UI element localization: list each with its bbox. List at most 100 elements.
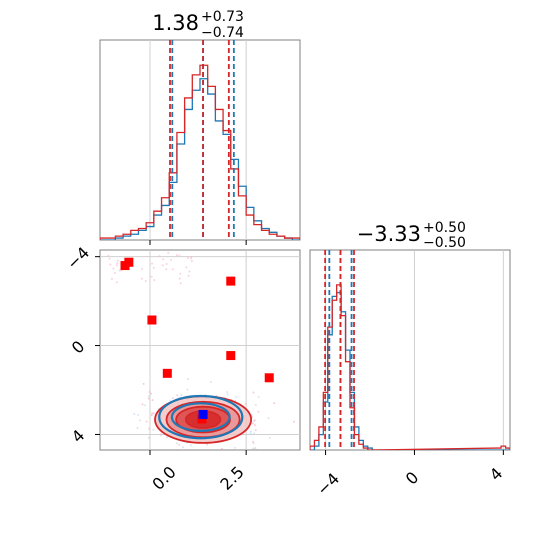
joint-sample-point	[152, 428, 155, 431]
joint-sample-point	[252, 391, 255, 394]
joint-red-marker	[264, 373, 274, 383]
joint-sample-point	[167, 251, 170, 254]
joint-sample-point	[254, 403, 257, 406]
joint-sample-point	[209, 380, 212, 383]
joint-ytick-label: 0	[68, 337, 89, 358]
marginal-y-frame	[309, 249, 511, 451]
marginal-y-xtick-label: 0	[402, 468, 423, 489]
joint-sample-point	[175, 254, 178, 257]
joint-sample-point	[116, 259, 119, 262]
joint-sample-point	[140, 267, 143, 270]
marginal-x-histogram-blue	[100, 78, 300, 240]
joint-red-marker	[226, 276, 236, 286]
joint-sample-point	[147, 397, 150, 400]
joint-sample-point	[148, 390, 151, 393]
joint-xtick-label: 2.5	[216, 462, 247, 493]
marginal-y-title-value: −3.33	[357, 222, 421, 246]
joint-sample-point	[118, 269, 121, 272]
joint-sample-point	[257, 396, 260, 399]
joint-sample-point	[253, 419, 256, 422]
joint-sample-point	[147, 436, 150, 439]
joint-sample-point	[293, 420, 296, 423]
joint-sample-point	[268, 436, 271, 439]
joint-sample-point	[267, 417, 270, 420]
joint-sample-point	[171, 397, 174, 400]
joint-sample-point	[166, 436, 169, 439]
marginal-y-quantiles	[324, 250, 355, 450]
marginal-x-panel: 1.38 +0.73 −0.74	[99, 9, 301, 245]
marginal-x-title-minus: −0.74	[201, 25, 244, 41]
joint-sample-point	[178, 277, 181, 280]
joint-sample-point	[179, 272, 182, 275]
joint-sample-point	[226, 393, 229, 396]
joint-sample-point	[113, 272, 116, 275]
joint-red-marker	[162, 368, 172, 378]
joint-sample-point	[178, 443, 181, 446]
joint-sample-point	[188, 270, 191, 273]
joint-ytick-label: 4	[68, 426, 89, 447]
joint-sample-point	[161, 264, 164, 267]
joint-sample-point	[186, 378, 189, 381]
joint-sample-point	[137, 413, 140, 416]
joint-sample-point	[178, 254, 181, 257]
marginal-y-xtick-label: −4	[313, 469, 343, 499]
joint-sample-point	[175, 442, 178, 445]
joint-sample-point	[189, 444, 192, 447]
joint-sample-point	[253, 432, 256, 435]
joint-sample-point	[144, 404, 147, 407]
joint-sample-point	[148, 427, 151, 430]
joint-ytick-label: −4	[63, 243, 93, 273]
joint-contour-blue	[170, 402, 231, 432]
joint-sample-point	[235, 396, 238, 399]
joint-sample-point	[144, 280, 147, 283]
joint-sample-point	[206, 443, 209, 446]
joint-red-marker	[124, 257, 134, 267]
joint-sample-point	[158, 255, 161, 258]
marginal-x-title-plus: +0.73	[201, 9, 244, 25]
joint-blue-marker	[198, 409, 208, 419]
joint-sample-point	[109, 263, 112, 266]
joint-sample-point	[186, 388, 189, 391]
joint-sample-point	[171, 268, 174, 271]
joint-sample-point	[150, 414, 153, 417]
joint-sample-point	[150, 275, 153, 278]
joint-sample-point	[187, 274, 190, 277]
joint-xtick-label: 0.0	[148, 462, 179, 493]
marginal-x-ticks	[149, 240, 247, 245]
joint-sample-point	[142, 382, 145, 385]
joint-sample-point	[140, 277, 143, 280]
joint-sample-point	[226, 391, 229, 394]
joint-sample-point	[112, 267, 115, 270]
marginal-y-histogram-red	[310, 284, 510, 450]
joint-sample-point	[159, 433, 162, 436]
joint-sample-point	[273, 402, 276, 405]
joint-sample-point	[185, 266, 188, 269]
joint-sample-point	[165, 262, 168, 265]
joint-sample-point	[190, 257, 193, 260]
joint-sample-point	[220, 447, 223, 450]
joint-sample-point	[254, 447, 257, 450]
marginal-x-title-value: 1.38	[152, 11, 199, 35]
joint-sample-point	[107, 254, 110, 257]
joint-sample-point	[249, 430, 252, 433]
marginal-y-panel: −3.33 +0.50 −0.50 −4 0 4	[309, 220, 511, 499]
joint-sample-point	[176, 394, 179, 397]
joint-sample-point	[79, 448, 81, 450]
marginal-y-title-plus: +0.50	[423, 220, 466, 236]
joint-sample-point	[181, 446, 184, 449]
joint-sample-point	[170, 258, 173, 261]
joint-sample-point	[115, 281, 118, 284]
marginal-y-xtick-label: 4	[486, 464, 507, 485]
joint-sample-point	[151, 412, 154, 415]
joint-sample-point	[124, 461, 126, 463]
joint-sample-point	[179, 282, 182, 285]
joint-sample-point	[180, 394, 183, 397]
joint-sample-point	[253, 424, 256, 427]
joint-markers	[120, 257, 274, 424]
joint-sample-point	[254, 429, 257, 432]
marginal-y-title-minus: −0.50	[423, 235, 466, 251]
marginal-y-series	[310, 284, 510, 450]
joint-sample-point	[165, 268, 168, 271]
